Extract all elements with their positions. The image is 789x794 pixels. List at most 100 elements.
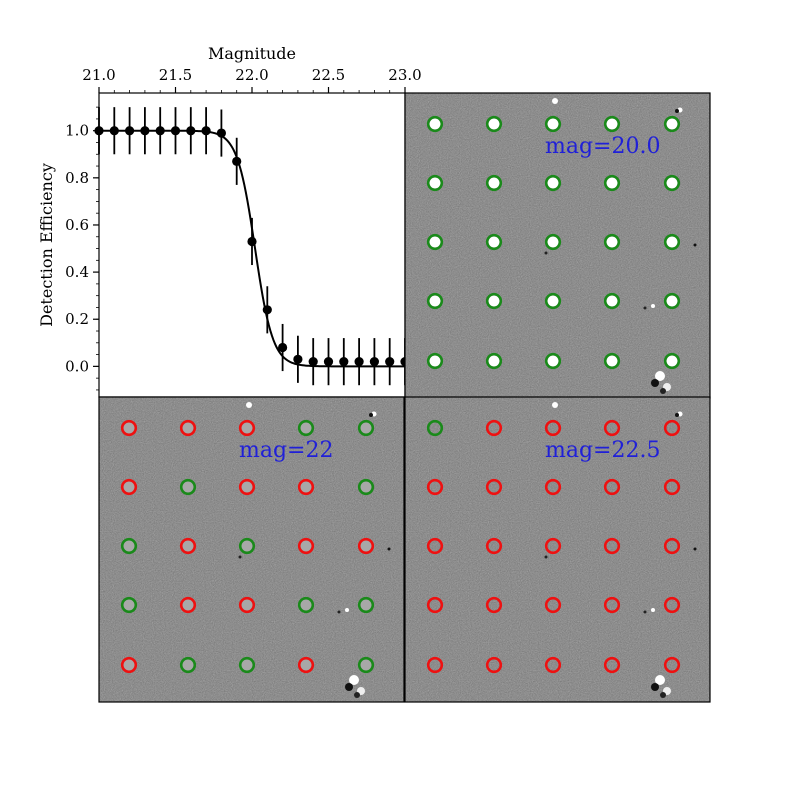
- x-tick-label: 23.0: [388, 66, 421, 84]
- y-axis-label: Detection Efficiency: [37, 163, 56, 327]
- data-point: [385, 357, 395, 367]
- injected-source: [123, 659, 135, 671]
- x-tick-label: 22.0: [235, 66, 268, 84]
- missed-ring: [238, 419, 256, 437]
- injected-source: [606, 118, 618, 130]
- detected-ring: [603, 233, 621, 251]
- panel-label: mag=22: [239, 438, 334, 463]
- image-panel: mag=22: [98, 396, 405, 703]
- image-artifact: [246, 402, 252, 408]
- detected-ring: [544, 174, 562, 192]
- data-point: [369, 357, 379, 367]
- fit-curve: [99, 129, 405, 368]
- missed-ring: [603, 596, 621, 614]
- y-tick-label: 0.6: [65, 216, 89, 234]
- injected-source: [360, 481, 372, 493]
- detected-ring: [179, 478, 197, 496]
- missed-ring: [485, 537, 503, 555]
- data-point: [293, 354, 303, 364]
- efficiency-plot: 21.0 21.5 22.0 22.5 23.0 0.00.20.40.60.81.0 …: [37, 44, 422, 398]
- detected-ring: [297, 419, 315, 437]
- injected-source: [123, 599, 135, 611]
- injected-source: [182, 422, 194, 434]
- missed-ring: [120, 656, 138, 674]
- detected-ring: [485, 174, 503, 192]
- detected-ring: [663, 352, 681, 370]
- detected-ring: [663, 115, 681, 133]
- injected-source: [182, 481, 194, 493]
- injected-source: [300, 599, 312, 611]
- missed-ring: [544, 656, 562, 674]
- missed-ring: [357, 537, 375, 555]
- injected-source: [666, 295, 678, 307]
- data-point: [278, 342, 288, 353]
- detected-ring: [426, 419, 444, 437]
- injected-source: [606, 355, 618, 367]
- injected-source: [547, 295, 559, 307]
- injected-source: [123, 481, 135, 493]
- image-artifact: [552, 402, 558, 408]
- data-point: [323, 357, 334, 367]
- missed-ring: [120, 478, 138, 496]
- missed-ring: [485, 478, 503, 496]
- injected-source: [300, 659, 312, 671]
- detected-ring: [297, 596, 315, 614]
- detected-ring: [485, 292, 503, 310]
- detected-ring: [426, 352, 444, 370]
- y-tick-label: 1.0: [65, 122, 89, 140]
- image-artifact: [651, 608, 655, 612]
- detected-ring: [603, 115, 621, 133]
- detected-ring: [544, 292, 562, 310]
- missed-ring: [426, 656, 444, 674]
- image-artifact: [643, 610, 647, 614]
- image-artifact: [651, 304, 655, 308]
- panel-label: mag=22.5: [545, 438, 660, 463]
- injected-source: [666, 236, 678, 248]
- detected-ring: [663, 292, 681, 310]
- image-artifact: [354, 692, 360, 698]
- data-point: [140, 126, 150, 136]
- detected-ring: [357, 419, 375, 437]
- missed-ring: [120, 419, 138, 437]
- injected-source: [606, 295, 618, 307]
- image-artifact: [660, 388, 666, 394]
- injected-source: [241, 659, 253, 671]
- detected-ring: [544, 233, 562, 251]
- missed-ring: [297, 537, 315, 555]
- image-artifact: [552, 98, 558, 104]
- missed-ring: [603, 419, 621, 437]
- detected-ring: [120, 537, 138, 555]
- x-axis-ticks: 21.0 21.5 22.0 22.5 23.0: [82, 66, 422, 93]
- detected-ring: [357, 656, 375, 674]
- injected-source: [429, 295, 441, 307]
- missed-ring: [544, 478, 562, 496]
- data-point: [308, 357, 318, 367]
- data-point: [201, 126, 211, 136]
- image-artifact: [345, 683, 353, 691]
- image-artifact: [675, 109, 679, 113]
- data-points: [94, 126, 410, 367]
- injected-source: [488, 118, 500, 130]
- data-point: [247, 236, 257, 247]
- missed-ring: [426, 537, 444, 555]
- missed-ring: [179, 537, 197, 555]
- injected-source: [429, 236, 441, 248]
- missed-ring: [544, 537, 562, 555]
- missed-ring: [426, 478, 444, 496]
- injected-source: [606, 177, 618, 189]
- injected-source: [547, 177, 559, 189]
- injected-source: [666, 355, 678, 367]
- detected-ring: [426, 292, 444, 310]
- injected-source: [241, 422, 253, 434]
- panel-label: mag=20.0: [545, 134, 660, 159]
- missed-ring: [179, 419, 197, 437]
- data-point: [109, 126, 119, 136]
- missed-ring: [426, 596, 444, 614]
- injected-source: [123, 422, 135, 434]
- injected-source: [123, 540, 135, 552]
- data-point: [186, 126, 196, 136]
- injected-source: [300, 540, 312, 552]
- x-axis-label: Magnitude: [208, 44, 296, 63]
